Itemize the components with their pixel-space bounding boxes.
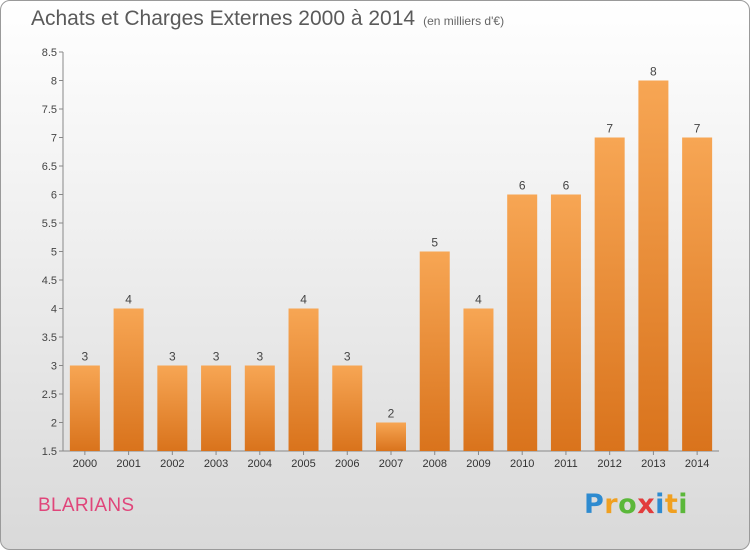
chart-title: Achats et Charges Externes 2000 à 2014 (e… bbox=[31, 7, 504, 31]
x-tick-label: 2006 bbox=[335, 458, 359, 470]
data-label: 3 bbox=[213, 350, 220, 364]
x-tick-label: 2007 bbox=[379, 458, 403, 470]
y-tick-label: 3 bbox=[51, 361, 57, 373]
bar bbox=[157, 365, 188, 451]
data-label: 4 bbox=[475, 293, 482, 307]
place-name: BLARIANS bbox=[38, 495, 135, 516]
data-label: 5 bbox=[431, 236, 438, 250]
logo-letter: i bbox=[655, 489, 665, 520]
y-tick-label: 6 bbox=[51, 190, 57, 202]
bar bbox=[507, 194, 538, 451]
chart-unit: (en milliers d'€) bbox=[423, 14, 505, 28]
bar bbox=[201, 365, 232, 451]
data-label: 3 bbox=[256, 350, 263, 364]
bar bbox=[244, 365, 275, 451]
bar bbox=[463, 308, 494, 451]
x-tick-label: 2009 bbox=[466, 458, 490, 470]
y-tick-label: 8 bbox=[51, 76, 57, 88]
bar bbox=[550, 194, 581, 451]
x-tick-label: 2001 bbox=[116, 458, 140, 470]
data-label: 7 bbox=[694, 122, 701, 136]
data-label: 7 bbox=[606, 122, 613, 136]
y-tick-label: 3.5 bbox=[42, 332, 57, 344]
data-label: 3 bbox=[344, 350, 351, 364]
data-label: 8 bbox=[650, 65, 657, 79]
data-label: 6 bbox=[519, 179, 526, 193]
logo-letter: r bbox=[604, 489, 619, 520]
y-tick-label: 4 bbox=[51, 304, 57, 316]
x-tick-label: 2011 bbox=[554, 458, 578, 470]
x-tick-label: 2012 bbox=[597, 458, 621, 470]
data-label: 4 bbox=[125, 293, 132, 307]
logo-letter: o bbox=[618, 489, 638, 520]
data-label: 6 bbox=[563, 179, 570, 193]
logo-letter: t bbox=[664, 489, 679, 520]
bar bbox=[288, 308, 319, 451]
x-tick-label: 2008 bbox=[422, 458, 446, 470]
bar bbox=[682, 137, 713, 451]
data-label: 3 bbox=[169, 350, 176, 364]
logo-letter: i bbox=[678, 489, 689, 520]
data-label: 3 bbox=[82, 350, 89, 364]
bar bbox=[69, 365, 100, 451]
chart-title-text: Achats et Charges Externes 2000 à 2014 bbox=[31, 7, 416, 30]
bar bbox=[419, 251, 450, 451]
y-tick-label: 5 bbox=[51, 247, 57, 259]
y-tick-label: 4.5 bbox=[42, 275, 57, 287]
y-tick-label: 5.5 bbox=[42, 218, 57, 230]
y-tick-label: 6.5 bbox=[42, 161, 57, 173]
bar bbox=[113, 308, 144, 451]
logo-letter: P bbox=[584, 489, 605, 520]
y-tick-label: 1.5 bbox=[42, 446, 57, 458]
x-tick-label: 2010 bbox=[510, 458, 534, 470]
x-tick-label: 2005 bbox=[291, 458, 315, 470]
proxiti-logo: Proxiti bbox=[584, 489, 688, 520]
bar bbox=[594, 137, 625, 451]
y-tick-label: 2 bbox=[51, 418, 57, 430]
bar bbox=[332, 365, 363, 451]
bar bbox=[376, 422, 406, 451]
x-tick-label: 2014 bbox=[685, 458, 709, 470]
y-tick-label: 7 bbox=[51, 133, 57, 145]
x-tick-label: 2004 bbox=[248, 458, 272, 470]
y-tick-label: 2.5 bbox=[42, 389, 57, 401]
x-tick-label: 2013 bbox=[641, 458, 665, 470]
data-label: 4 bbox=[300, 293, 307, 307]
data-label: 2 bbox=[388, 407, 395, 421]
bar bbox=[638, 80, 669, 451]
logo-letter: x bbox=[637, 489, 656, 520]
x-tick-label: 2000 bbox=[73, 458, 97, 470]
y-tick-label: 7.5 bbox=[42, 104, 57, 116]
x-tick-label: 2003 bbox=[204, 458, 228, 470]
x-tick-label: 2002 bbox=[160, 458, 184, 470]
y-tick-label: 8.5 bbox=[42, 47, 57, 59]
